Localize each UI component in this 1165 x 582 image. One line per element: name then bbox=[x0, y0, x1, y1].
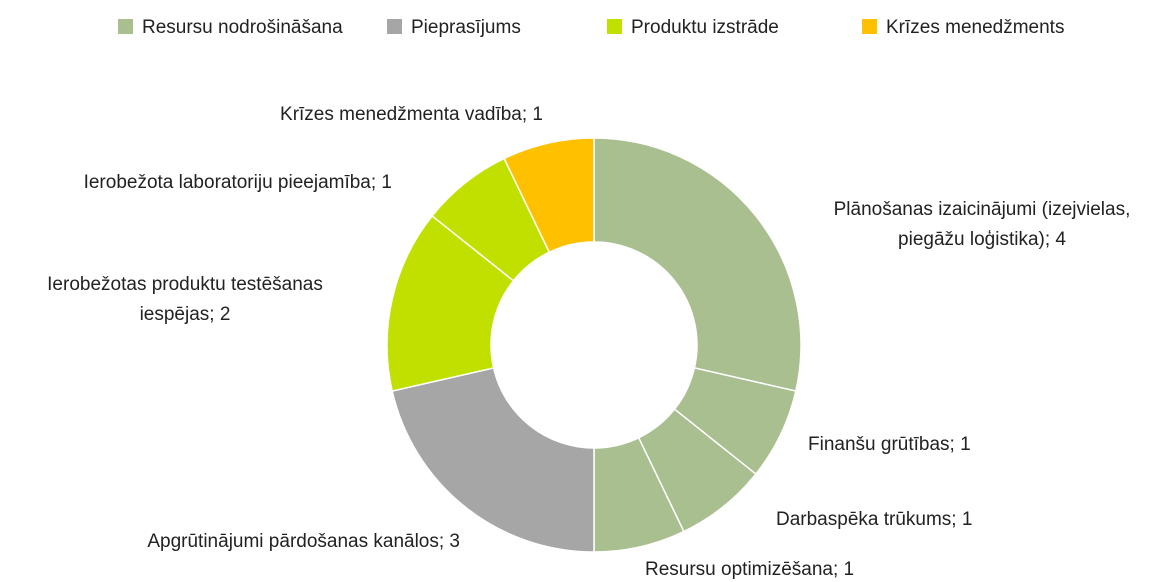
data-label: Krīzes menedžmenta vadība; 1 bbox=[280, 104, 543, 125]
legend-label: Resursu nodrošināšana bbox=[142, 17, 343, 38]
data-label: Resursu optimizēšana; 1 bbox=[645, 559, 854, 580]
data-label-line: Finanšu grūtības; 1 bbox=[808, 434, 971, 455]
legend-swatch bbox=[607, 19, 622, 34]
donut-slice bbox=[503, 137, 595, 254]
data-label: Ierobežota laboratoriju pieejamība; 1 bbox=[84, 172, 392, 193]
data-label-line: iespējas; 2 bbox=[140, 304, 231, 325]
data-label-line: Apgrūtinājumi pārdošanas kanālos; 3 bbox=[147, 531, 460, 552]
data-label: Apgrūtinājumi pārdošanas kanālos; 3 bbox=[147, 531, 460, 552]
data-label-line: piegāžu loģistika); 4 bbox=[898, 229, 1066, 250]
donut-slice bbox=[593, 137, 802, 392]
data-label: Ierobežotas produktu testēšanas iespējas;… bbox=[47, 274, 323, 325]
data-label-line: Resursu optimizēšana; 1 bbox=[645, 559, 854, 580]
legend-swatch bbox=[118, 19, 133, 34]
donut-slice bbox=[391, 367, 595, 553]
donut-slice bbox=[386, 214, 515, 392]
legend-label: Krīzes menedžments bbox=[886, 17, 1064, 38]
data-label: Finanšu grūtības; 1 bbox=[808, 434, 971, 455]
legend-swatch bbox=[387, 19, 402, 34]
data-label-line: Ierobežotas produktu testēšanas bbox=[47, 274, 323, 295]
data-label: Darbaspēka trūkums; 1 bbox=[776, 509, 972, 530]
data-label-line: Ierobežota laboratoriju pieejamība; 1 bbox=[84, 172, 392, 193]
data-label-line: Darbaspēka trūkums; 1 bbox=[776, 509, 972, 530]
legend-swatch bbox=[862, 19, 877, 34]
legend-label: Pieprasījums bbox=[411, 17, 521, 38]
data-label-line: Plānošanas izaicinājumi (izejvielas, bbox=[834, 199, 1131, 220]
data-label: Plānošanas izaicinājumi (izejvielas, pieg… bbox=[834, 199, 1131, 250]
data-label-line: Krīzes menedžmenta vadība; 1 bbox=[280, 104, 543, 125]
legend-label: Produktu izstrāde bbox=[631, 17, 779, 38]
